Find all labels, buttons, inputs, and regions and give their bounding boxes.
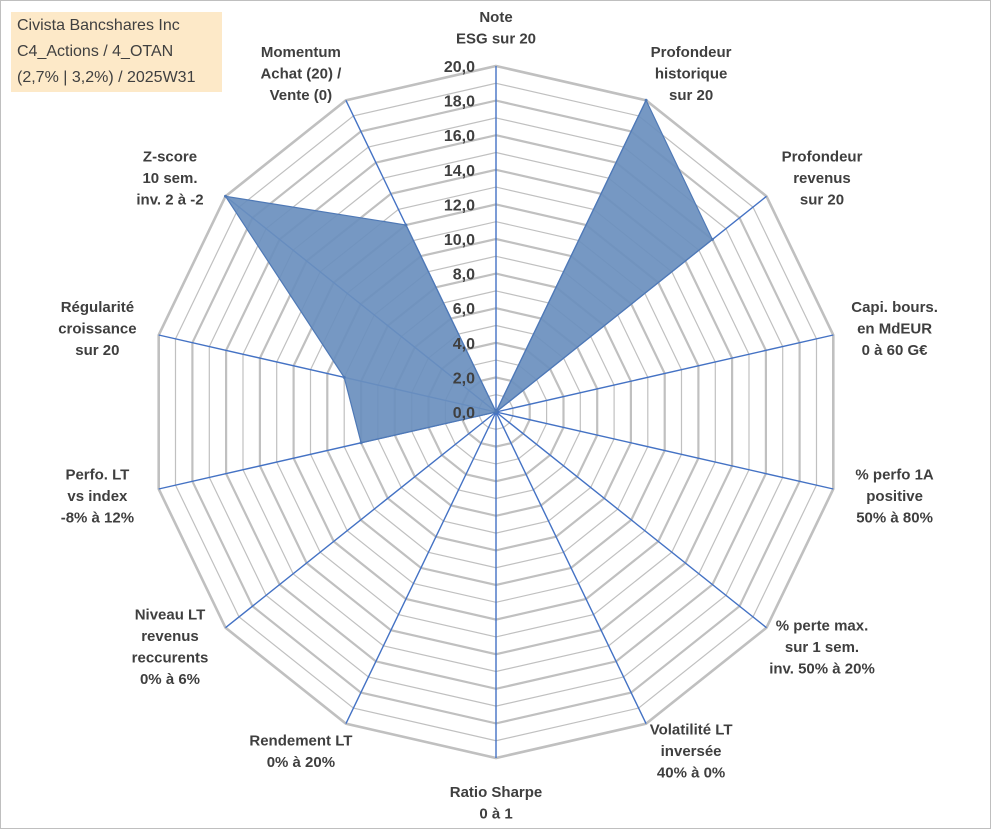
axis-label: Profondeur <box>782 148 863 165</box>
axis-label: 40% à 0% <box>657 765 725 782</box>
data-point <box>710 237 714 241</box>
axis-label: inv. 2 à -2 <box>136 191 203 208</box>
axis-label: sur 20 <box>75 342 119 359</box>
tick-label: 2,0 <box>453 370 475 387</box>
data-point <box>224 194 227 198</box>
axis-label: Momentum <box>261 44 341 61</box>
axis-label: Z-score <box>143 148 197 165</box>
axis-label: reccurents <box>132 650 209 667</box>
axis-label: Ratio Sharpe <box>450 784 543 801</box>
tick-label: 16,0 <box>444 128 475 145</box>
axis-label: Vente (0) <box>270 87 333 104</box>
axis-label: Achat (20) / <box>260 66 342 83</box>
title-category: C4_Actions / 4_OTAN <box>17 43 174 60</box>
axis-spoke <box>495 411 647 725</box>
axis-label: vs index <box>67 488 128 505</box>
axis-label: Régularité <box>61 299 134 316</box>
axis-label: ESG sur 20 <box>456 31 536 48</box>
axis-label: positive <box>866 488 923 505</box>
data-point <box>359 441 363 445</box>
axis-label: 50% à 80% <box>856 510 933 527</box>
tick-label: 12,0 <box>444 197 475 214</box>
tick-label: 8,0 <box>453 267 475 284</box>
axis-label: 0% à 6% <box>140 671 200 688</box>
tick-label: 20,0 <box>444 59 475 76</box>
axis-label: Niveau LT <box>135 607 206 624</box>
data-point <box>342 375 346 379</box>
axis-label: Volatilité LT <box>650 722 733 739</box>
axis-label: inv. 50% à 20% <box>769 660 875 677</box>
chart-title-box: Civista Bancshares Inc C4_Actions / 4_OT… <box>11 12 222 92</box>
axis-label: 0 à 1 <box>479 806 512 823</box>
axis-label: -8% à 12% <box>61 510 134 527</box>
axis-label: Note <box>479 9 512 26</box>
axis-spoke <box>495 411 834 490</box>
axis-label: 10 sem. <box>142 170 197 187</box>
tick-label: 0,0 <box>453 405 475 422</box>
axis-label: Profondeur <box>651 44 732 61</box>
data-point <box>494 410 498 414</box>
axis-label: 0 à 60 G€ <box>862 342 929 359</box>
title-metrics: (2,7% | 3,2%) / 2025W31 <box>17 69 196 86</box>
tick-label: 6,0 <box>453 301 475 318</box>
axis-spoke <box>225 411 497 629</box>
tick-label: 10,0 <box>444 232 475 249</box>
axis-label: Rendement LT <box>249 732 352 749</box>
axis-label: % perfo 1A <box>855 467 934 484</box>
tick-label: 18,0 <box>444 94 475 111</box>
axis-label: % perte max. <box>776 617 869 634</box>
axis-label: croissance <box>58 321 136 338</box>
axis-label: revenus <box>793 170 851 187</box>
axis-label: Capi. bours. <box>851 299 938 316</box>
title-company: Civista Bancshares Inc <box>17 17 180 34</box>
axis-spoke <box>345 411 497 725</box>
axis-label: Perfo. LT <box>65 467 129 484</box>
axis-label: en MdEUR <box>857 321 932 338</box>
axis-label: sur 20 <box>669 87 713 104</box>
axis-label: inversée <box>661 743 722 760</box>
axis-label: revenus <box>141 628 199 645</box>
axis-label: 0% à 20% <box>267 754 335 771</box>
data-point <box>404 223 408 227</box>
axis-label: sur 20 <box>800 191 844 208</box>
axis-spoke <box>495 411 767 629</box>
axis-spoke <box>495 334 834 413</box>
axis-label: historique <box>655 66 728 83</box>
axis-label: sur 1 sem. <box>785 639 859 656</box>
data-point <box>644 98 648 102</box>
tick-label: 14,0 <box>444 163 475 180</box>
tick-label: 4,0 <box>453 336 475 353</box>
